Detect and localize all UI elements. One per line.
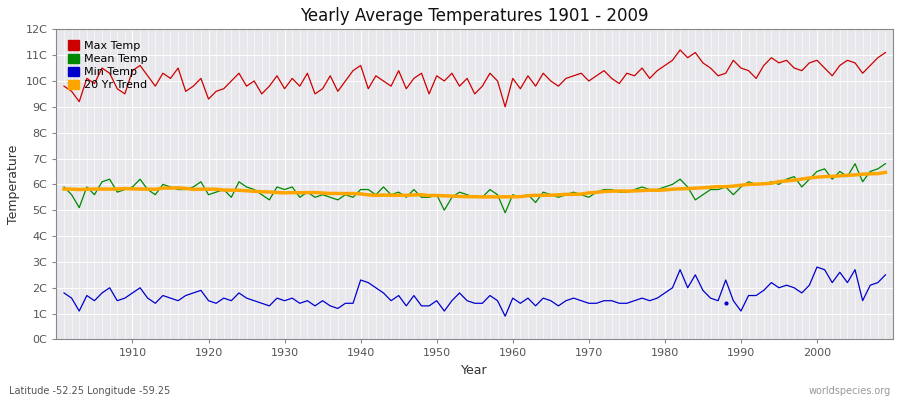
Text: Latitude -52.25 Longitude -59.25: Latitude -52.25 Longitude -59.25: [9, 386, 170, 396]
Legend: Max Temp, Mean Temp, Min Temp, 20 Yr Trend: Max Temp, Mean Temp, Min Temp, 20 Yr Tre…: [62, 35, 153, 96]
Title: Yearly Average Temperatures 1901 - 2009: Yearly Average Temperatures 1901 - 2009: [301, 7, 649, 25]
Y-axis label: Temperature: Temperature: [7, 145, 20, 224]
X-axis label: Year: Year: [462, 364, 488, 377]
Text: worldspecies.org: worldspecies.org: [809, 386, 891, 396]
